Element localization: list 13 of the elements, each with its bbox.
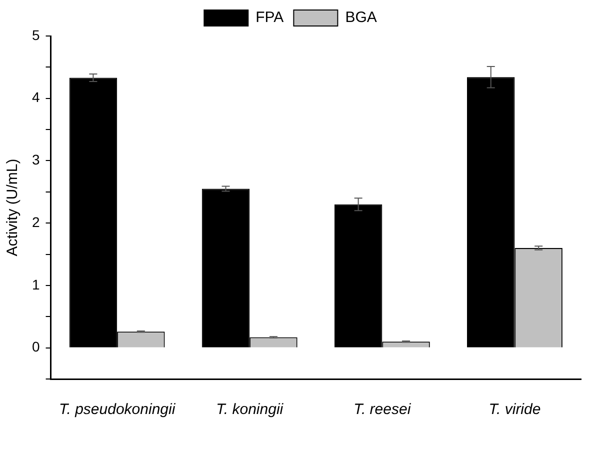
y-tick-label: 0 (32, 338, 40, 355)
y-axis-title: Activity (U/mL) (4, 158, 22, 256)
y-tick-label: 5 (32, 26, 40, 43)
x-tick-label: T. pseudokoningii (58, 401, 176, 418)
x-tick-label: T. reesei (354, 401, 412, 418)
x-tick-label: T. viride (488, 401, 541, 418)
y-tick-label: 1 (32, 276, 40, 292)
legend-label: FPA (256, 9, 284, 26)
legend-label: BGA (345, 9, 377, 26)
y-tick-label: 3 (32, 152, 40, 168)
y-tick-label: 4 (32, 89, 40, 106)
x-tick-label: T. koningii (216, 401, 284, 418)
y-tick-label: 2 (32, 214, 40, 230)
